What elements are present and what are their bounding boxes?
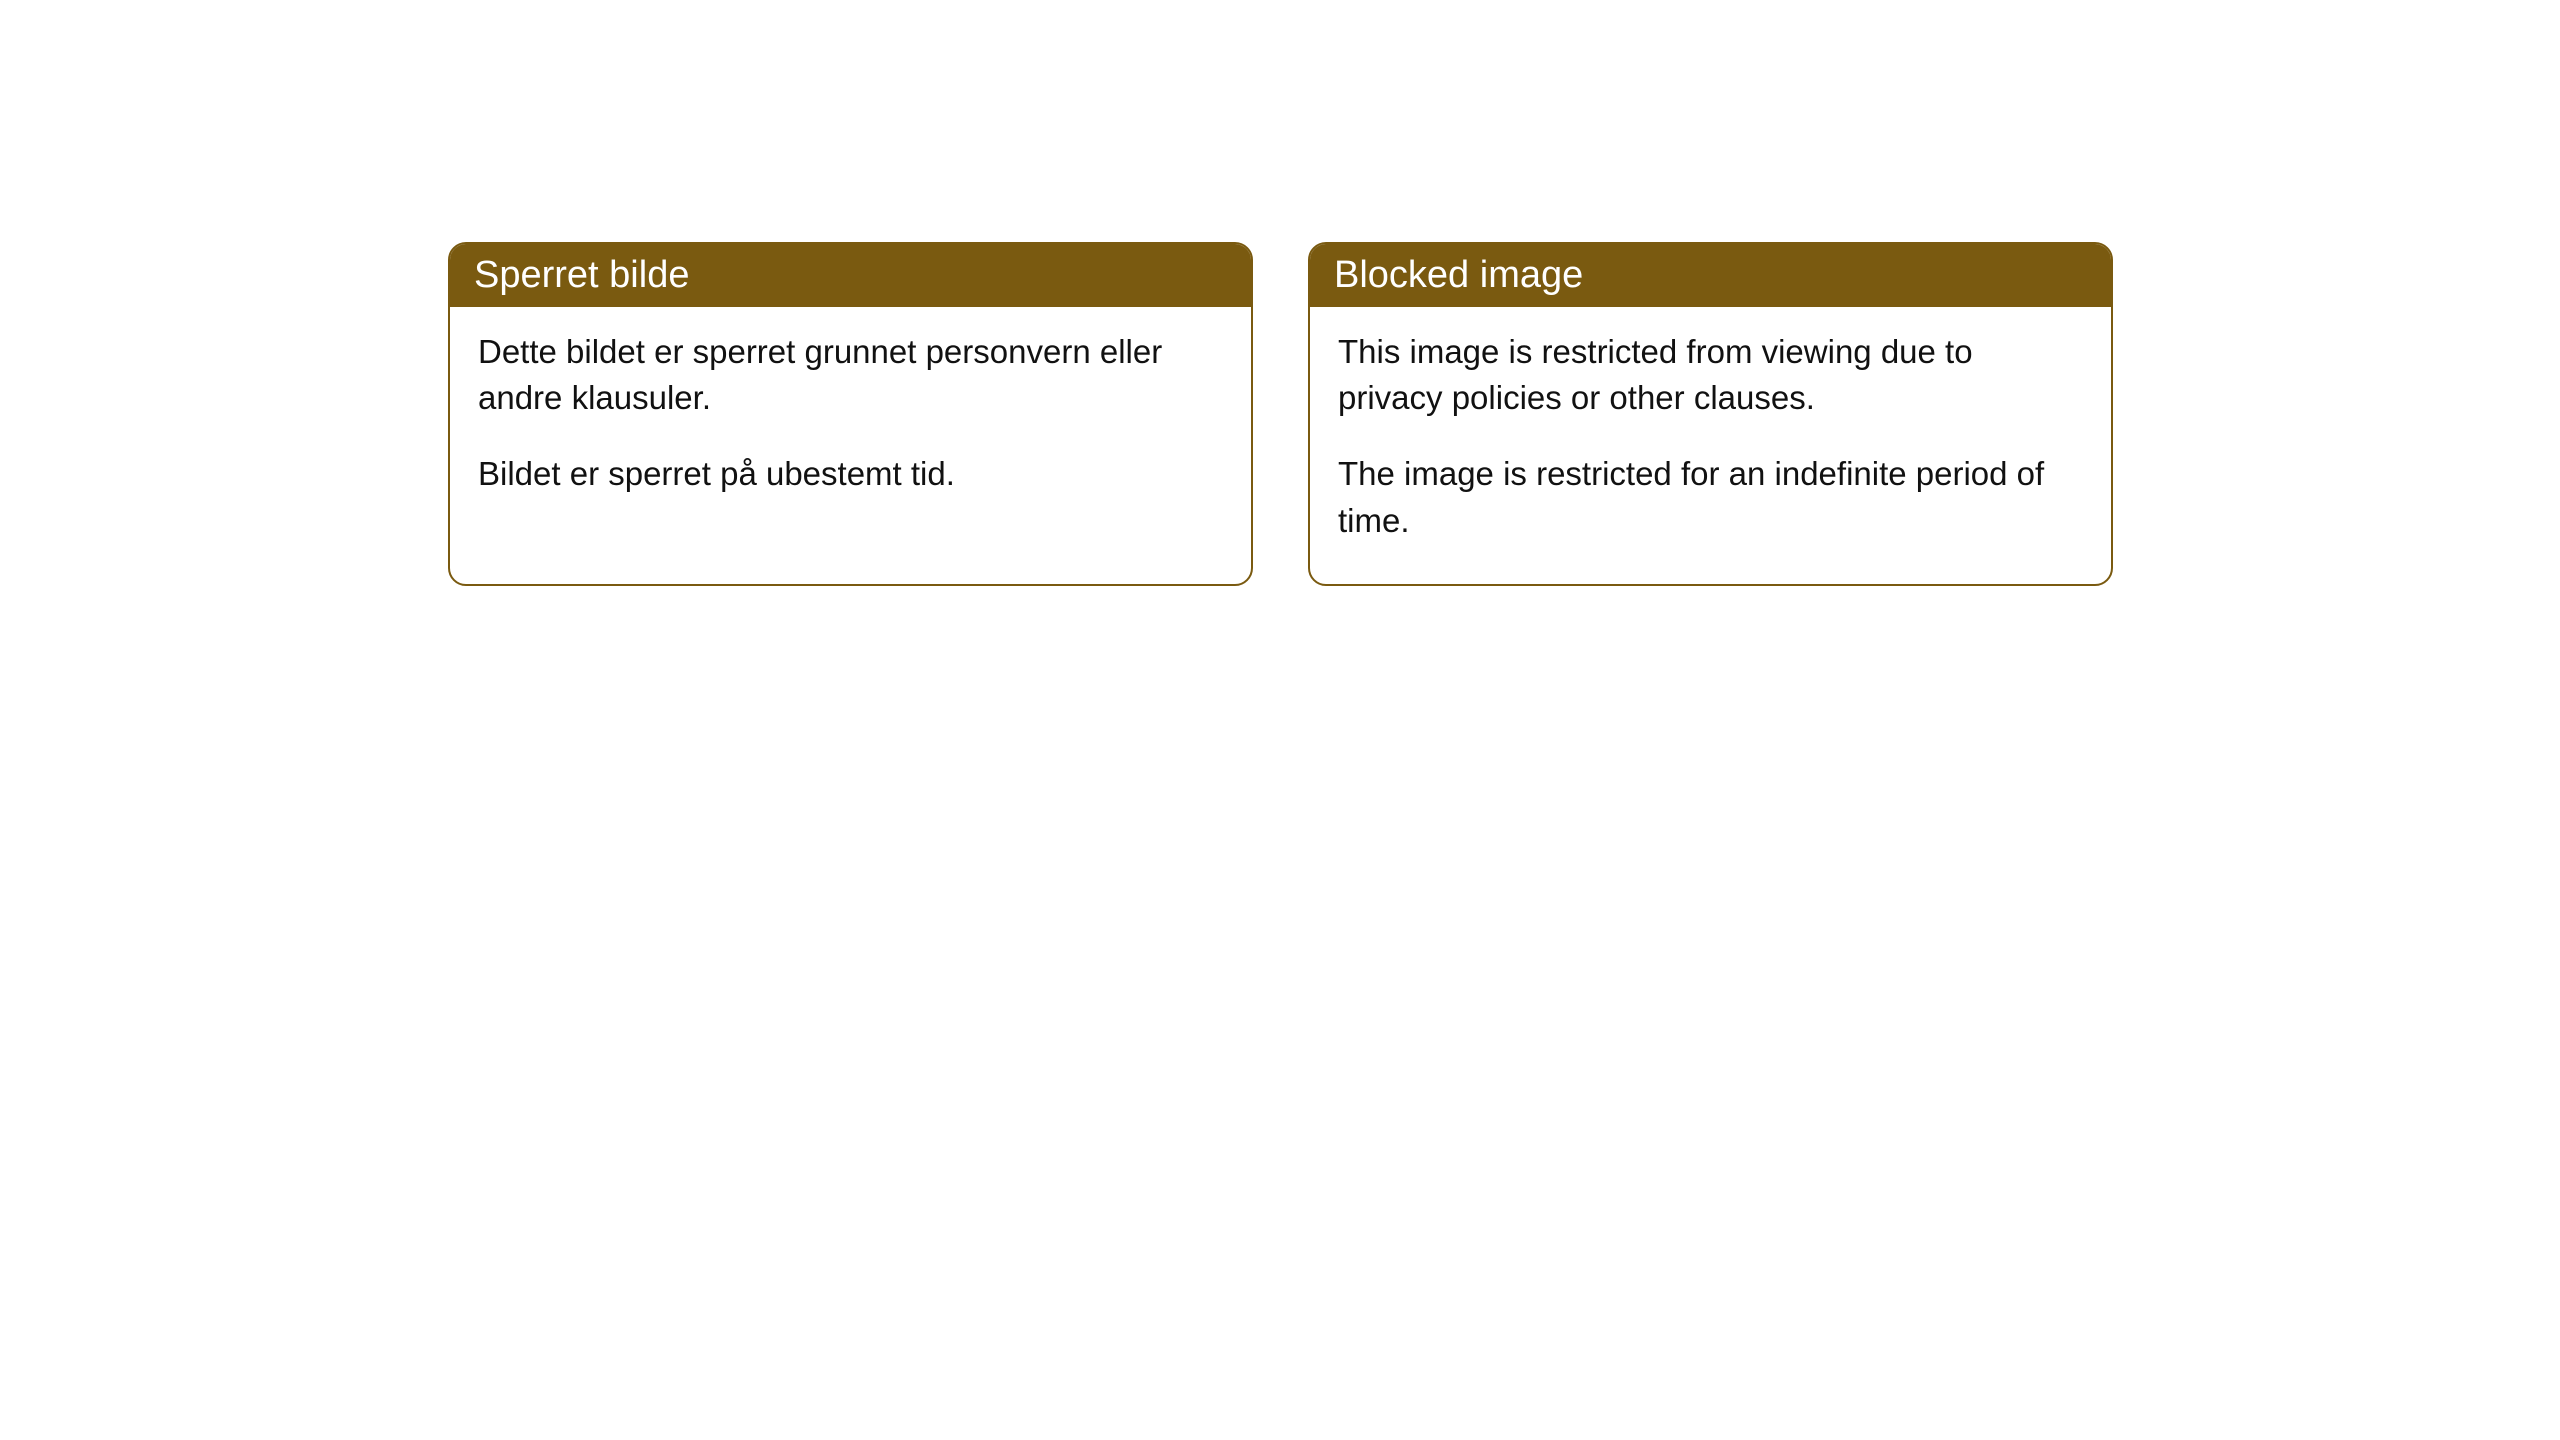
- card-paragraph-2: The image is restricted for an indefinit…: [1338, 451, 2083, 543]
- card-title: Blocked image: [1334, 254, 1583, 296]
- notice-cards-container: Sperret bilde Dette bildet er sperret gr…: [448, 242, 2113, 586]
- card-paragraph-1: Dette bildet er sperret grunnet personve…: [478, 329, 1223, 421]
- notice-card-norwegian: Sperret bilde Dette bildet er sperret gr…: [448, 242, 1253, 586]
- notice-card-english: Blocked image This image is restricted f…: [1308, 242, 2113, 586]
- card-body: This image is restricted from viewing du…: [1310, 307, 2111, 584]
- card-title: Sperret bilde: [474, 254, 689, 296]
- card-header: Blocked image: [1310, 244, 2111, 307]
- card-paragraph-2: Bildet er sperret på ubestemt tid.: [478, 451, 1223, 497]
- card-header: Sperret bilde: [450, 244, 1251, 307]
- card-body: Dette bildet er sperret grunnet personve…: [450, 307, 1251, 538]
- card-paragraph-1: This image is restricted from viewing du…: [1338, 329, 2083, 421]
